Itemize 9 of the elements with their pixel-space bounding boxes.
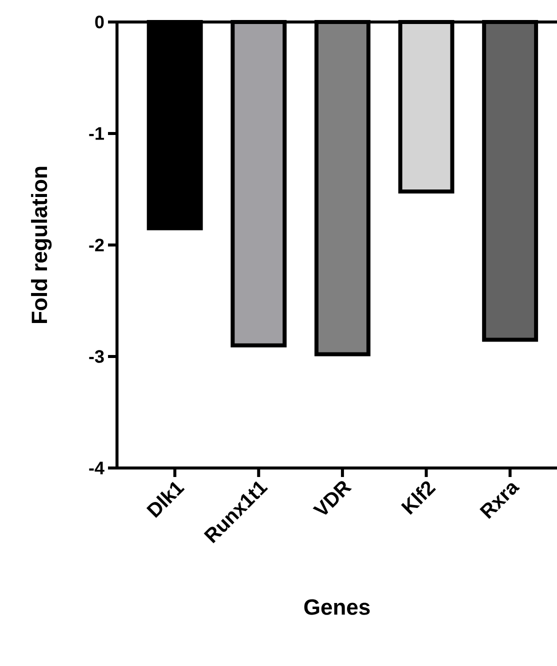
- y-tick-label: -2: [89, 238, 104, 252]
- y-tick-label: -1: [89, 127, 104, 140]
- x-tick-label: Klf2: [401, 481, 436, 515]
- y-tick-label: -4: [89, 462, 104, 474]
- x-tick-label: VDR: [312, 481, 352, 515]
- y-tick-label: 0: [95, 16, 104, 28]
- y-tick-label: -3: [89, 350, 104, 363]
- x-axis-title: Genes: [304, 599, 370, 615]
- y-axis-title: Fold regulation: [31, 166, 52, 323]
